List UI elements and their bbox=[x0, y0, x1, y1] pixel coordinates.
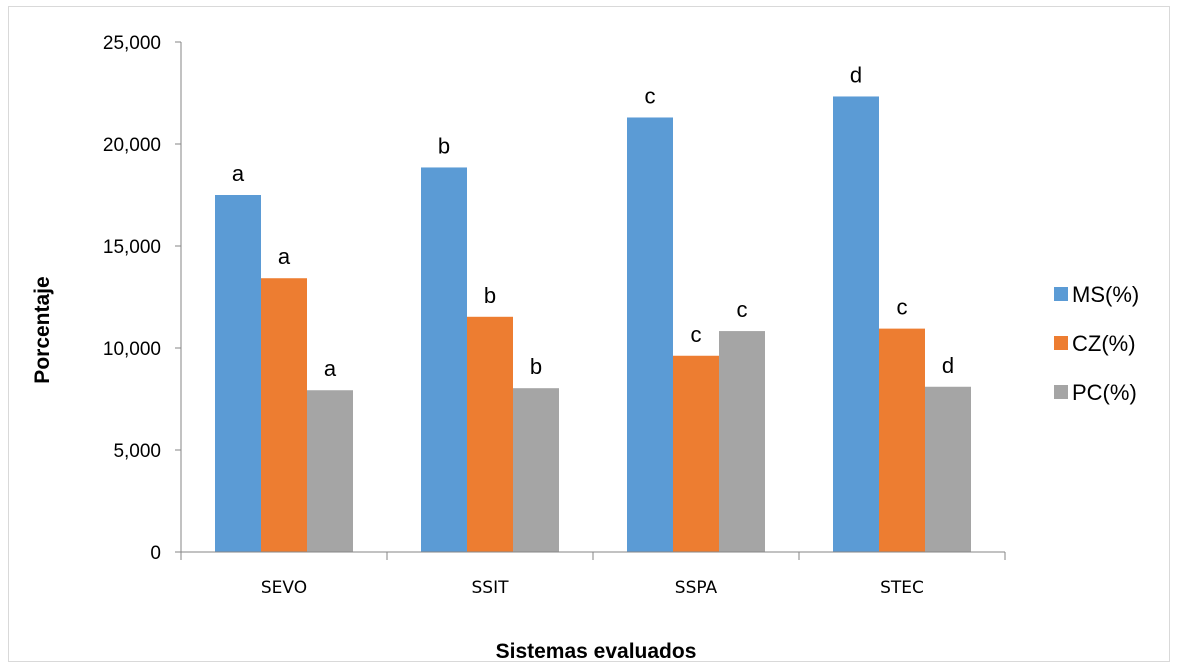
bar bbox=[673, 355, 719, 552]
legend-swatch bbox=[1054, 336, 1068, 350]
y-tick-label: 15,000 bbox=[103, 237, 161, 258]
x-tick-label: SSPA bbox=[675, 578, 718, 598]
bar-labels: a b c d a b c c a b c d bbox=[232, 62, 954, 381]
bar bbox=[925, 386, 971, 552]
legend-swatch bbox=[1054, 385, 1068, 399]
x-tick-label: STEC bbox=[880, 578, 924, 598]
bar bbox=[719, 331, 765, 552]
bar bbox=[215, 195, 261, 552]
data-label: c bbox=[737, 297, 748, 322]
y-tick-label: 0 bbox=[150, 543, 161, 564]
data-label: a bbox=[278, 244, 291, 269]
x-axis-ticks: SEVO SSIT SSPA STEC bbox=[180, 552, 1006, 598]
legend-swatch bbox=[1054, 287, 1068, 301]
bar bbox=[627, 117, 673, 552]
x-axis-title: Sistemas evaluados bbox=[496, 640, 697, 663]
bars bbox=[215, 96, 971, 552]
x-tick-label: SSIT bbox=[472, 578, 510, 598]
data-label: c bbox=[691, 322, 702, 347]
y-axis-title: Porcentaje bbox=[31, 276, 54, 383]
bar bbox=[421, 167, 467, 552]
data-label: a bbox=[324, 356, 337, 381]
bar bbox=[513, 388, 559, 552]
data-label: b bbox=[530, 354, 542, 379]
data-label: d bbox=[942, 353, 954, 378]
legend: MS(%) CZ(%) PC(%) bbox=[1054, 282, 1139, 405]
bar bbox=[261, 278, 307, 552]
y-tick-label: 25,000 bbox=[103, 33, 161, 54]
y-tick-label: 5,000 bbox=[113, 441, 161, 462]
y-tick-label: 20,000 bbox=[103, 135, 161, 156]
legend-label: CZ(%) bbox=[1072, 331, 1136, 356]
data-label: b bbox=[438, 133, 450, 158]
data-label: d bbox=[850, 62, 862, 87]
data-label: a bbox=[232, 161, 245, 186]
bar bbox=[307, 390, 353, 552]
bar bbox=[833, 96, 879, 552]
data-label: c bbox=[645, 83, 656, 108]
chart-frame bbox=[8, 6, 1170, 662]
y-tick-label: 10,000 bbox=[103, 339, 161, 360]
bar bbox=[467, 316, 513, 552]
bar bbox=[879, 328, 925, 552]
legend-label: PC(%) bbox=[1072, 380, 1137, 405]
y-axis-ticks: 0 5,000 10,000 15,000 20,000 25,000 bbox=[103, 33, 181, 564]
x-tick-label: SEVO bbox=[261, 578, 307, 598]
data-label: c bbox=[897, 295, 908, 320]
data-label: b bbox=[484, 283, 496, 308]
legend-label: MS(%) bbox=[1072, 282, 1139, 307]
